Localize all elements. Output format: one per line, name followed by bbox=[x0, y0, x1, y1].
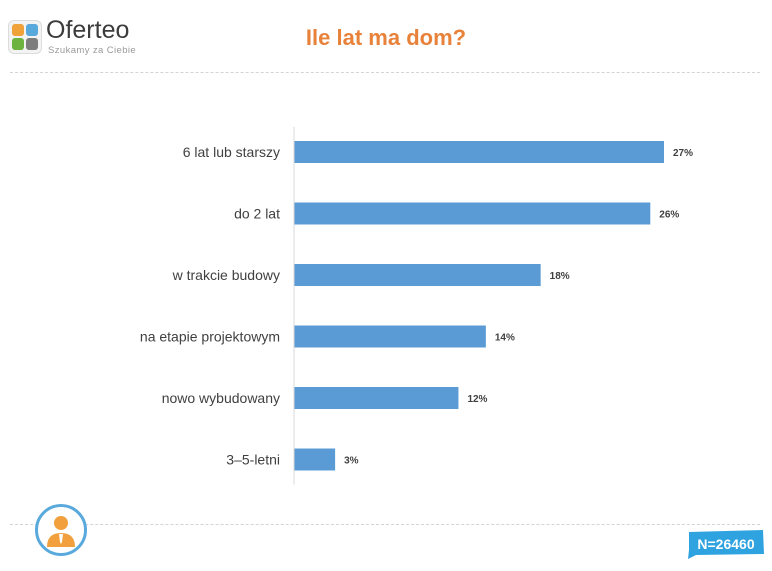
category-label: na etapie projektowym bbox=[140, 329, 280, 345]
sample-size-label: N=26460 bbox=[697, 536, 755, 552]
category-label: 6 lat lub starszy bbox=[183, 144, 280, 160]
bar bbox=[294, 448, 336, 471]
bar bbox=[294, 387, 459, 409]
footer-divider bbox=[10, 524, 760, 525]
value-label: 18% bbox=[550, 271, 570, 282]
value-label: 27% bbox=[673, 148, 693, 159]
person-icon bbox=[35, 504, 87, 556]
category-label: nowo wybudowany bbox=[162, 390, 280, 406]
category-label: do 2 lat bbox=[234, 206, 280, 222]
header-divider bbox=[10, 72, 760, 73]
bar bbox=[294, 141, 664, 163]
category-label: w trakcie budowy bbox=[172, 267, 280, 283]
bar bbox=[294, 264, 541, 286]
sample-size-badge: N=26460 bbox=[686, 530, 766, 559]
bar bbox=[294, 325, 486, 348]
logo-tagline: Szukamy za Ciebie bbox=[48, 45, 137, 56]
page-title: Ile lat ma dom? bbox=[305, 25, 467, 50]
logo-name: Oferteo bbox=[46, 16, 130, 44]
bar bbox=[294, 202, 651, 225]
brand-logo: Oferteo Szukamy za Ciebie bbox=[8, 16, 148, 60]
value-label: 12% bbox=[467, 394, 487, 405]
value-label: 26% bbox=[659, 210, 679, 221]
value-label: 3% bbox=[344, 456, 359, 467]
logo-icon bbox=[8, 20, 42, 54]
category-label: 3–5-letni bbox=[226, 452, 280, 468]
value-label: 14% bbox=[495, 333, 515, 344]
